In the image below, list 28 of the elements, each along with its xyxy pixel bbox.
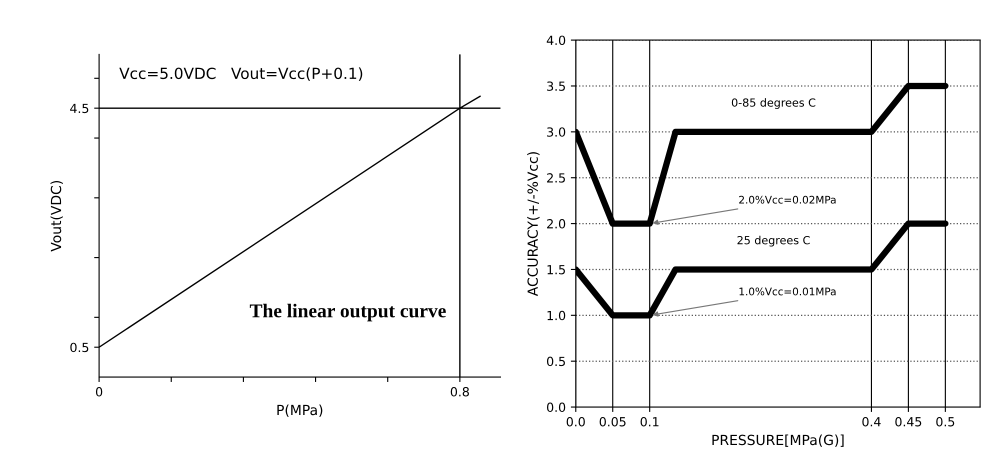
annotation: 2.0%Vcc=0.02MPa xyxy=(739,196,836,204)
x-tick-label: 0.0 xyxy=(566,417,585,426)
x-tick-label: 0.05 xyxy=(600,417,626,426)
y-tick-label: 1.5 xyxy=(548,265,565,274)
annotation: Vcc=5.0VDC Vout=Vcc(P+0.1) xyxy=(119,67,362,81)
x-tick-label: 0 xyxy=(96,387,102,396)
x-tick-label: 0.1 xyxy=(640,417,658,426)
y-tick-label: 4.0 xyxy=(546,36,566,46)
y-tick-label: 3.0 xyxy=(547,127,566,137)
y-tick-label: 3.5 xyxy=(547,81,565,91)
y-tick-label: 1.0 xyxy=(548,310,566,320)
x-tick-label: 0.8 xyxy=(450,387,469,396)
x-tick-label: 0.45 xyxy=(895,417,922,426)
x-axis-title: PRESSURE[MPa(G)] xyxy=(712,434,844,447)
y-tick-label: 4.5 xyxy=(70,104,88,114)
annotation: The linear output curve xyxy=(250,304,446,322)
text: 25 degrees C xyxy=(737,236,810,247)
y-tick-label: 2.0 xyxy=(547,219,566,229)
y-axis-title: Vout(VDC) xyxy=(50,180,63,252)
y-tick-label: 2.5 xyxy=(547,173,565,183)
x-axis-title: P(MPa) xyxy=(277,404,322,417)
y-tick-label: 0.0 xyxy=(546,402,566,412)
annotation: 1.0%Vcc=0.01MPa xyxy=(740,288,836,296)
y-tick-label: 0.5 xyxy=(546,356,565,366)
x-tick-label: 0.4 xyxy=(862,417,881,426)
x-tick-label: 0.5 xyxy=(936,417,954,426)
text: 0-85 degrees C xyxy=(732,98,816,109)
y-axis-title: ACCURACY(+/-%Vcc) xyxy=(527,152,540,296)
